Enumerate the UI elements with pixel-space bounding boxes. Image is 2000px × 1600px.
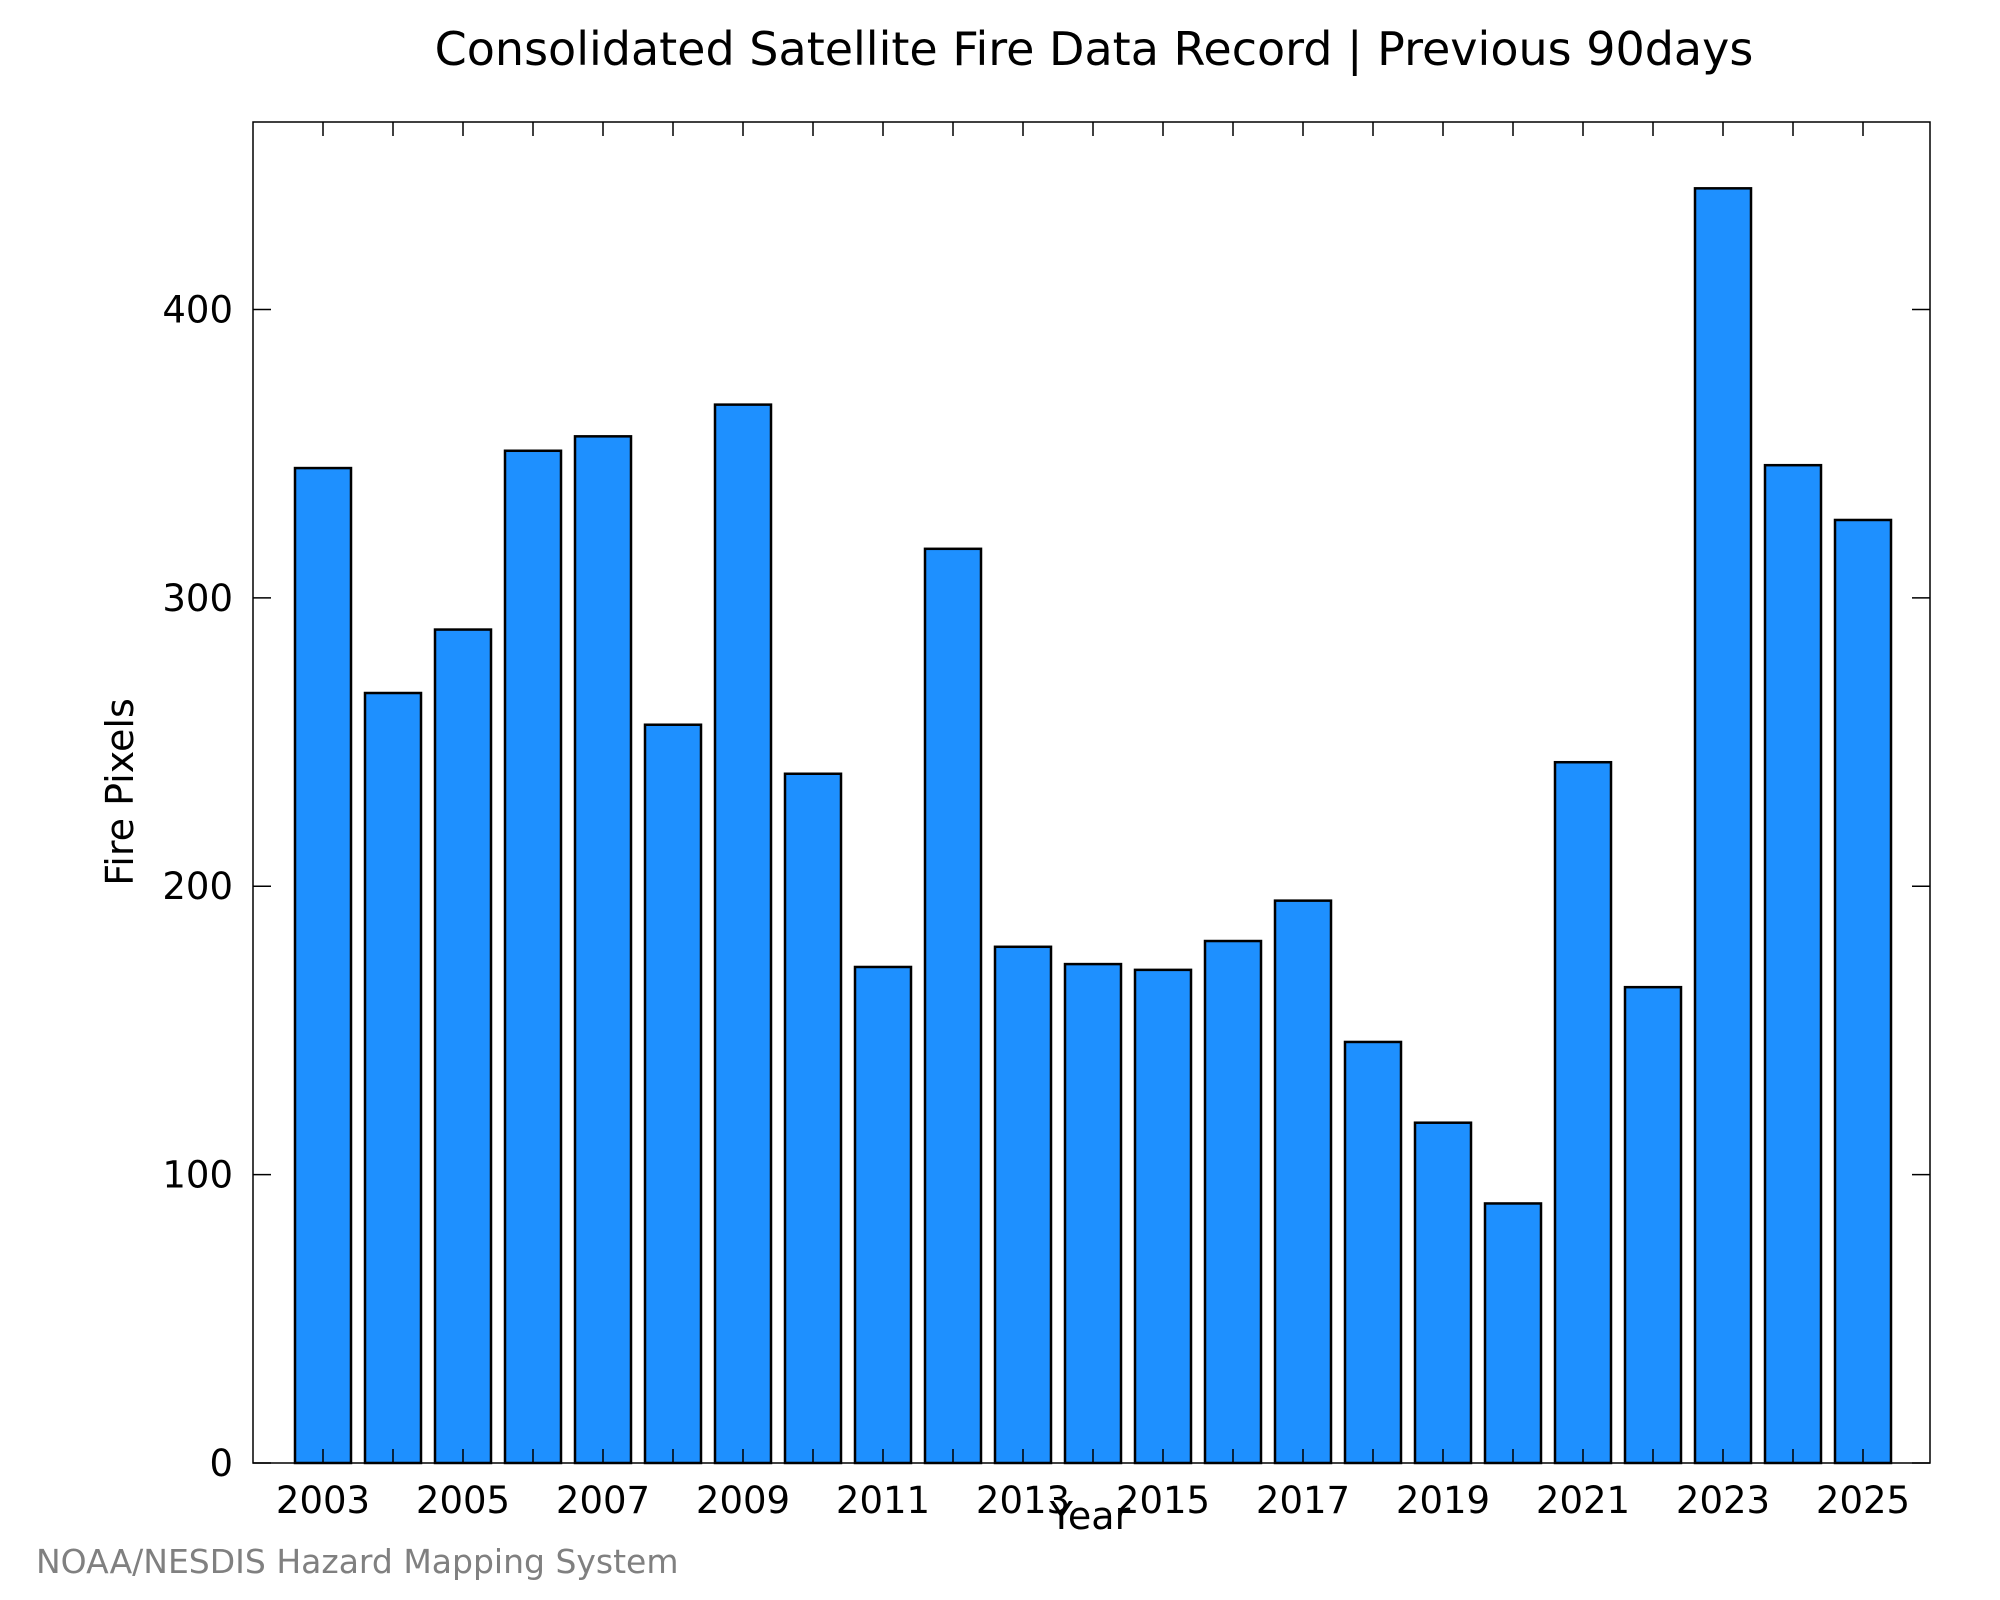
x-tick-label-2021: 2021 <box>1536 1479 1630 1522</box>
bar-2019 <box>1413 1121 1473 1465</box>
x-tick-label-2013: 2013 <box>976 1479 1070 1522</box>
y-tick-label-300: 300 <box>162 577 233 620</box>
bar-2007 <box>573 435 633 1465</box>
x-tick-label-2015: 2015 <box>1116 1479 1210 1522</box>
x-tick-label-2025: 2025 <box>1816 1479 1910 1522</box>
y-tick-label-200: 200 <box>162 865 233 908</box>
bar-2005 <box>433 628 493 1465</box>
bar-2023 <box>1693 187 1753 1465</box>
bar-2011 <box>853 965 913 1465</box>
bar-2003 <box>293 466 353 1465</box>
bar-2013 <box>993 945 1053 1465</box>
bar-2009 <box>713 403 773 1465</box>
x-tick-label-2007: 2007 <box>556 1479 650 1522</box>
credit-text: NOAA/NESDIS Hazard Mapping System <box>36 1542 679 1581</box>
x-axis-label: Year <box>1049 1494 1131 1538</box>
bar-2017 <box>1273 899 1333 1465</box>
bars-group <box>293 187 1893 1465</box>
bar-2012 <box>923 547 983 1465</box>
y-tick-label-400: 400 <box>162 288 233 331</box>
x-axis: 2003 2005 2007 2009 2011 2013 2015 2017 2019 2021… <box>276 122 1910 1522</box>
chart-title: Consolidated Satellite Fire Data Record … <box>434 22 1754 76</box>
bar-2010 <box>783 772 843 1465</box>
x-tick-label-2011: 2011 <box>836 1479 930 1522</box>
x-tick-label-2009: 2009 <box>696 1479 790 1522</box>
x-tick-label-2003: 2003 <box>276 1479 370 1522</box>
x-tick-label-2023: 2023 <box>1676 1479 1770 1522</box>
bar-2004 <box>363 691 423 1465</box>
y-axis: 0 100 200 300 400 <box>162 288 1930 1485</box>
bar-2006 <box>503 449 563 1465</box>
y-axis-label: Fire Pixels <box>98 698 142 886</box>
bar-2021 <box>1553 760 1613 1465</box>
bar-2016 <box>1203 939 1263 1465</box>
bar-2022 <box>1623 985 1683 1465</box>
bar-2015 <box>1133 968 1193 1465</box>
bar-2014 <box>1063 962 1123 1465</box>
y-tick-label-0: 0 <box>209 1442 233 1485</box>
x-tick-label-2005: 2005 <box>416 1479 510 1522</box>
bar-2024 <box>1763 463 1823 1465</box>
bar-2008 <box>643 723 703 1465</box>
x-tick-label-2019: 2019 <box>1396 1479 1490 1522</box>
bar-2018 <box>1343 1040 1403 1465</box>
x-tick-label-2017: 2017 <box>1256 1479 1350 1522</box>
y-tick-label-100: 100 <box>162 1154 233 1197</box>
bar-2025 <box>1833 518 1893 1465</box>
bar-2020 <box>1483 1202 1543 1465</box>
plot-frame <box>252 121 1931 1464</box>
